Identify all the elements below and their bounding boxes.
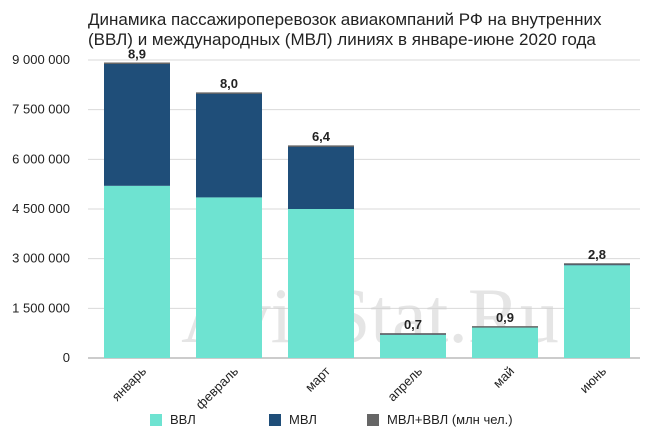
bar-vvl (472, 327, 538, 358)
legend-swatch-mvl (269, 413, 281, 426)
bar-vvl (380, 334, 446, 358)
y-tick-label: 9 000 000 (12, 52, 70, 67)
x-tick-label: февраль (193, 363, 242, 412)
data-label: 0,9 (496, 310, 514, 325)
y-tick-label: 4 500 000 (12, 201, 70, 216)
legend-swatch-vvl (150, 413, 162, 426)
legend-label-mvl: МВЛ (289, 412, 317, 427)
y-tick-label: 1 500 000 (12, 300, 70, 315)
legend-item-vvl: ВВЛ (150, 412, 196, 427)
x-tick-label: январь (109, 363, 150, 404)
legend-swatch-total (367, 413, 379, 426)
y-tick-label: 7 500 000 (12, 102, 70, 117)
bar-mvl (104, 63, 170, 186)
bar-mvl (196, 93, 262, 198)
x-axis: январь февраль март апрель май июнь (109, 363, 610, 412)
legend-item-total: МВЛ+ВВЛ (млн чел.) (367, 412, 513, 427)
bar-mvl (288, 146, 354, 209)
data-label: 8,9 (128, 46, 146, 61)
x-tick-label: апрель (384, 363, 425, 404)
bar-vvl (196, 197, 262, 358)
gridlines (88, 59, 640, 359)
chart-title: Динамика пассажироперевозок авиакомпаний… (88, 10, 602, 49)
data-label: 0,7 (404, 317, 422, 332)
data-label: 2,8 (588, 247, 606, 262)
bar-vvl (104, 185, 170, 358)
legend-label-total: МВЛ+ВВЛ (млн чел.) (387, 412, 513, 427)
x-tick-label: июнь (577, 363, 610, 396)
data-label: 6,4 (312, 129, 331, 144)
y-tick-label: 6 000 000 (12, 151, 70, 166)
y-tick-label: 0 (63, 350, 70, 365)
y-axis: 0 1 500 000 3 000 000 4 500 000 6 000 000 7 5… (12, 52, 70, 365)
legend-item-mvl: МВЛ (269, 412, 317, 427)
legend-label-vvl: ВВЛ (170, 412, 196, 427)
x-tick-label: май (490, 364, 517, 391)
bars (104, 62, 630, 358)
x-tick-label: март (302, 363, 333, 394)
data-labels: 8,9 8,0 6,4 0,7 0,9 2,8 (128, 46, 606, 332)
bar-vvl (564, 265, 630, 358)
data-label: 8,0 (220, 76, 238, 91)
bar-vvl (288, 209, 354, 358)
y-tick-label: 3 000 000 (12, 251, 70, 266)
